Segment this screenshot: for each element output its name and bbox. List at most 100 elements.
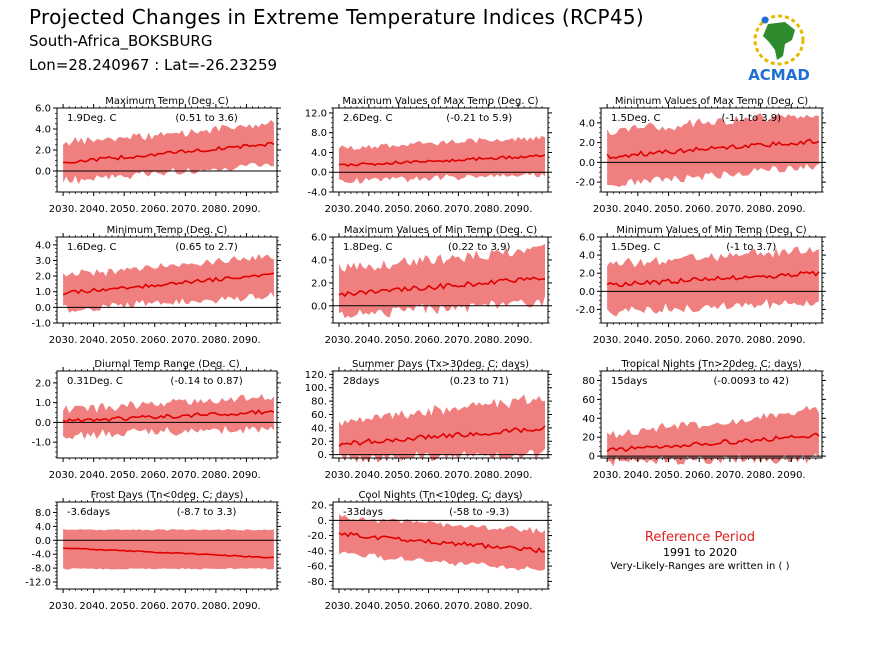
x-tick-label: 2030. [49,470,78,481]
chart-title: Cool Nights (Tn<10deg. C; days) [358,490,522,501]
value-label: -3.6days [67,507,110,518]
x-tick-label: 2040. [79,601,108,612]
x-tick-label: 2030. [325,335,354,346]
value-label: -33days [343,507,383,518]
y-tick-label: 0. [317,516,327,527]
range-band [607,246,819,317]
value-label: 1.9Deg. C [67,113,116,124]
y-tick-label: 6.0 [35,104,51,115]
y-tick-label: -20. [307,531,327,542]
chart-title: Minimum Temp (Deg. C) [107,225,228,236]
y-tick-label: 4.0 [35,240,51,251]
y-tick-label: 20. [311,437,327,448]
y-tick-label: 100. [305,383,327,394]
range-label: (-0.14 to 0.87) [170,376,242,387]
x-tick-label: 2080. [746,470,775,481]
x-tick-label: 2090. [232,204,261,215]
range-band [339,394,545,463]
x-tick-label: 2060. [140,470,169,481]
x-tick-label: 2060. [414,470,443,481]
x-tick-label: 2030. [325,204,354,215]
chart-panel-5: 6.0 4.0 2.0 0.0 2030. 2040. 2050. 2060. 2070. 208… [311,225,552,346]
value-label: 2.6Deg. C [343,113,392,124]
x-tick-label: 2040. [355,335,384,346]
median-line [338,531,546,554]
y-tick-label: 0.0 [579,158,595,169]
y-tick-label: 4.0 [35,125,51,136]
x-tick-label: 2090. [232,470,261,481]
value-label: 0.31Deg. C [67,376,123,387]
chart-title: Minimum Values of Max Temp (Deg. C) [615,96,808,107]
y-tick-label: 6.0 [311,233,327,244]
x-tick-label: 2050. [110,335,139,346]
range-band [607,113,819,187]
y-tick-label: 0. [317,450,327,461]
x-tick-label: 2080. [202,601,231,612]
x-tick-label: 2070. [171,601,200,612]
y-tick-label: 60. [311,410,327,421]
y-tick-label: 0.0 [311,168,327,179]
x-tick-label: 2040. [79,470,108,481]
x-tick-label: 2030. [593,335,622,346]
x-tick-label: 2060. [414,335,443,346]
median-line [338,425,546,447]
x-tick-label: 2040. [355,470,384,481]
y-tick-label: 2.0 [579,269,595,280]
y-tick-label: 60 [582,395,595,406]
range-label: (0.23 to 71) [450,376,509,387]
median-line [606,270,820,288]
x-tick-label: 2090. [232,601,261,612]
x-tick-label: 2080. [474,601,503,612]
chart-title: Maximum Values of Max Temp (Deg. C) [342,96,538,107]
x-tick-label: 2070. [716,204,745,215]
x-tick-label: 2090. [232,335,261,346]
y-tick-label: 0.0 [35,418,51,429]
y-tick-label: 4.0 [35,522,51,533]
x-tick-label: 2060. [140,601,169,612]
x-tick-label: 2050. [384,601,413,612]
y-tick-label: -1.0 [31,438,51,449]
median-line [338,154,546,167]
y-tick-label: 0.0 [311,301,327,312]
y-tick-label: 2.0 [579,138,595,149]
chart-panel-11: 20. 0. -20. -40. -60. -80. 2030. 2040. 2050. 2060… [307,490,552,612]
y-tick-label: -12.0 [25,578,51,589]
x-tick-label: 2090. [504,204,533,215]
y-tick-label: -1.0 [31,319,51,330]
range-band [339,135,545,184]
range-band [63,529,274,570]
x-tick-label: 2060. [414,204,443,215]
y-tick-label: 8.0 [311,128,327,139]
x-tick-label: 2050. [654,204,683,215]
value-label: 15days [611,376,647,387]
x-tick-label: 2050. [110,601,139,612]
y-tick-label: 8.0 [35,508,51,519]
range-label: (0.22 to 3.9) [448,242,510,253]
page-title: Projected Changes in Extreme Temperature… [29,5,645,29]
x-tick-label: 2040. [624,204,653,215]
y-tick-label: 4.0 [311,148,327,159]
x-tick-label: 2040. [355,204,384,215]
x-tick-label: 2080. [474,470,503,481]
chart-title: Diurnal Temp Range (Deg. C) [94,359,239,370]
reference-years: 1991 to 2020 [662,546,738,559]
y-tick-label: 4.0 [311,255,327,266]
x-tick-label: 2070. [716,470,745,481]
x-tick-label: 2030. [593,470,622,481]
x-tick-label: 2050. [110,470,139,481]
x-tick-label: 2050. [110,204,139,215]
x-tick-label: 2080. [202,204,231,215]
x-tick-label: 2060. [414,601,443,612]
range-label: (-1.1 to 3.9) [721,113,781,124]
range-label: (-0.0093 to 42) [714,376,790,387]
y-tick-label: 0.0 [35,303,51,314]
chart-title: Frost Days (Tn<0deg. C; days) [91,490,244,501]
location-label: South-Africa_BOKSBURG [29,32,213,50]
x-tick-label: 2090. [504,335,533,346]
value-label: 28days [343,376,379,387]
coordinates-label: Lon=28.240967 : Lat=-26.23259 [29,56,278,74]
range-label: (-58 to -9.3) [449,507,509,518]
x-tick-label: 2090. [504,601,533,612]
x-tick-label: 2090. [777,470,806,481]
